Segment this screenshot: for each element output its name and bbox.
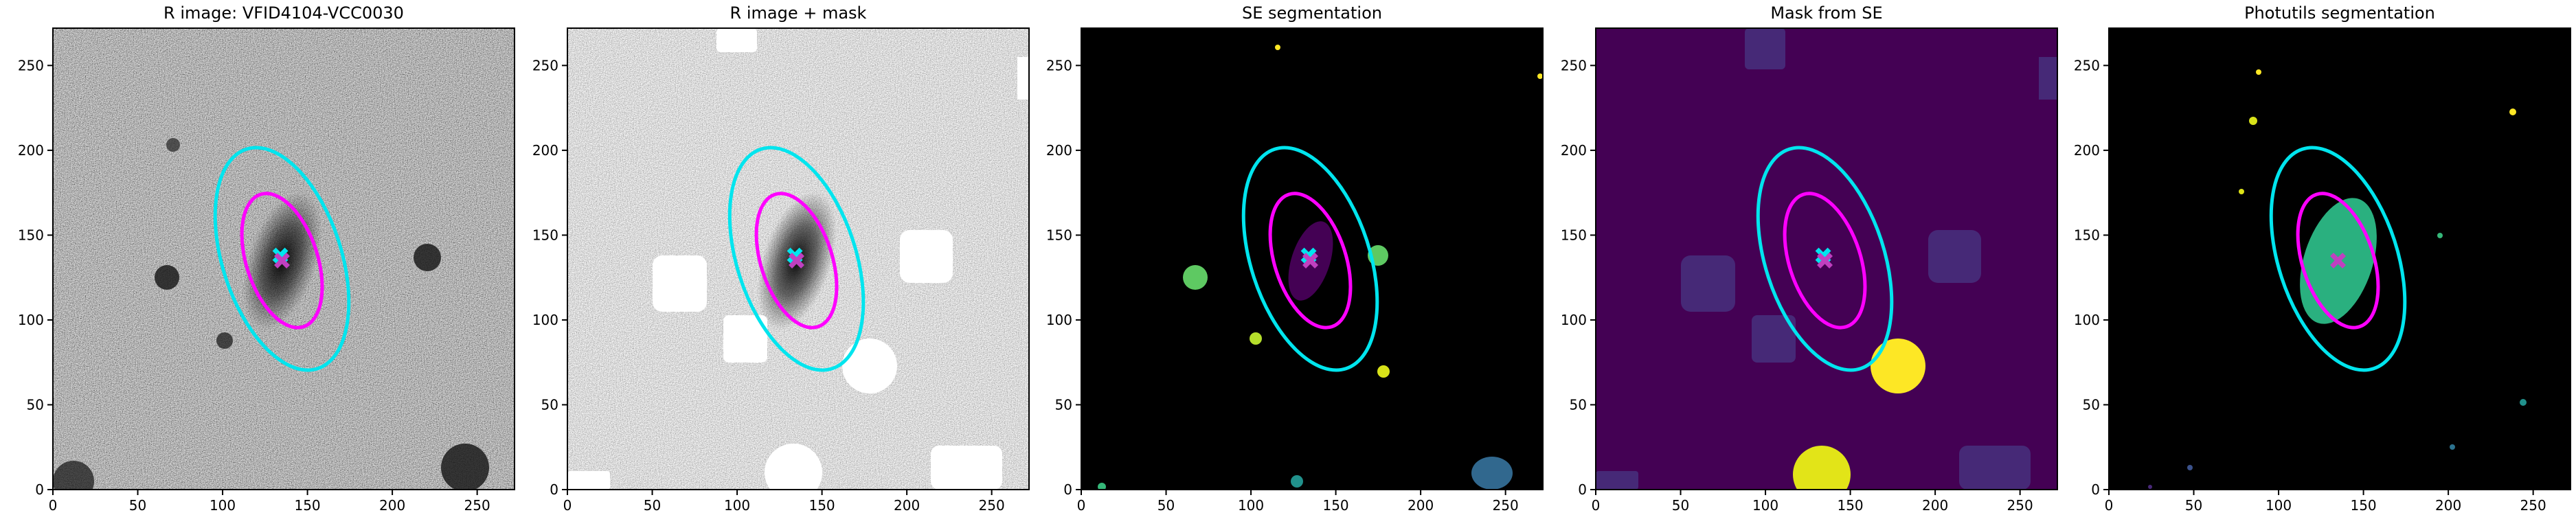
x-tick-label: 200 (1922, 497, 1948, 514)
axes-frame (2108, 27, 2571, 490)
x-tick-label: 250 (2520, 497, 2546, 514)
marker (274, 252, 291, 268)
y-tick-label: 100 (18, 312, 44, 328)
y-tick-label: 150 (2074, 227, 2100, 243)
y-tick-label: 250 (532, 57, 558, 73)
ellipse (754, 192, 839, 330)
panel-title: R image: VFID4104-VCC0030 (163, 3, 404, 23)
y-tick-label: 150 (18, 227, 44, 243)
x-tick-label: 250 (979, 497, 1005, 514)
x-tick-label: 0 (1592, 497, 1601, 514)
y-tick-label: 150 (1561, 227, 1587, 243)
panel-title: Mask from SE (1770, 3, 1882, 23)
image (567, 28, 1029, 490)
y-tick-label: 50 (1570, 396, 1587, 413)
y-tick-label: 0 (1578, 481, 1587, 498)
x-tick-label: 200 (379, 497, 405, 514)
x-tick-label: 150 (1837, 497, 1863, 514)
y-tick-label: 50 (27, 396, 44, 413)
y-tick-label: 100 (1561, 312, 1587, 328)
panel: 0 50 100 150 200 250 0 50 100 150 200 250 R image: V… (18, 3, 515, 514)
y-tick-label: 200 (2074, 142, 2100, 159)
x-tick-label: 100 (2266, 497, 2292, 514)
x-tick-label: 0 (1077, 497, 1086, 514)
x-tick-label: 100 (1752, 497, 1778, 514)
x-tick-label: 150 (2350, 497, 2376, 514)
ellipse (2269, 146, 2407, 372)
axes-frame (1595, 27, 2058, 490)
panel: 0 50 100 150 200 250 0 50 100 150 200 250 Photutils … (2074, 3, 2571, 514)
y-tick-label: 50 (1055, 396, 1072, 413)
panel-title: SE segmentation (1242, 3, 1382, 23)
x-tick-label: 200 (1408, 497, 1434, 514)
x-tick-label: 100 (724, 497, 750, 514)
x-tick-label: 150 (809, 497, 835, 514)
image (1596, 28, 2057, 490)
panel: 0 50 100 150 200 250 0 50 100 150 200 250 Mask from … (1561, 3, 2058, 514)
panel: 0 50 100 150 200 250 0 50 100 150 200 250 SE segment… (1046, 3, 1544, 514)
axes-frame (1081, 27, 1544, 490)
x-tick-label: 200 (894, 497, 920, 514)
y-tick-label: 50 (541, 396, 558, 413)
x-tick-label: 250 (464, 497, 490, 514)
ellipse (2296, 192, 2380, 330)
y-tick-label: 100 (532, 312, 558, 328)
y-tick-label: 250 (18, 57, 44, 73)
y-tick-label: 200 (532, 142, 558, 159)
panel: 0 50 100 150 200 250 0 50 100 150 200 250 R image + … (532, 3, 1030, 514)
x-tick-label: 0 (49, 497, 58, 514)
marker (2330, 252, 2347, 268)
y-tick-label: 0 (35, 481, 44, 498)
y-tick-label: 250 (1561, 57, 1587, 73)
axes-frame (52, 27, 515, 490)
y-tick-label: 150 (1046, 227, 1072, 243)
x-tick-label: 50 (644, 497, 661, 514)
image (2109, 28, 2571, 490)
y-tick-label: 0 (550, 481, 558, 498)
marker (1817, 252, 1833, 268)
y-tick-label: 0 (2091, 481, 2100, 498)
y-tick-label: 100 (2074, 312, 2100, 328)
y-tick-label: 200 (18, 142, 44, 159)
x-tick-label: 50 (1672, 497, 1689, 514)
ellipse (727, 146, 866, 372)
panel-title: R image + mask (730, 3, 867, 23)
marker (1302, 252, 1319, 268)
x-tick-label: 200 (2435, 497, 2461, 514)
ellipse (213, 146, 351, 372)
ellipse (1268, 192, 1353, 330)
image (1081, 28, 1543, 490)
x-tick-label: 100 (210, 497, 236, 514)
y-tick-label: 250 (1046, 57, 1072, 73)
y-tick-label: 50 (2083, 396, 2100, 413)
y-tick-label: 100 (1046, 312, 1072, 328)
y-tick-label: 200 (1561, 142, 1587, 159)
ellipse (1756, 146, 1894, 372)
x-tick-label: 250 (2007, 497, 2033, 514)
image (53, 28, 515, 490)
panel-title: Photutils segmentation (2244, 3, 2435, 23)
y-tick-label: 150 (532, 227, 558, 243)
y-tick-label: 250 (2074, 57, 2100, 73)
marker (789, 252, 805, 268)
x-tick-label: 50 (129, 497, 146, 514)
x-tick-label: 150 (1322, 497, 1348, 514)
x-tick-label: 150 (294, 497, 320, 514)
x-tick-label: 100 (1238, 497, 1264, 514)
y-tick-label: 0 (1063, 481, 1072, 498)
axes-frame (567, 27, 1030, 490)
ellipse (240, 192, 324, 330)
x-tick-label: 50 (2185, 497, 2202, 514)
x-tick-label: 250 (1493, 497, 1519, 514)
x-tick-label: 0 (563, 497, 572, 514)
x-tick-label: 50 (1157, 497, 1175, 514)
ellipse (1783, 192, 1867, 330)
x-tick-label: 0 (2105, 497, 2114, 514)
y-tick-label: 200 (1046, 142, 1072, 159)
ellipse (1241, 146, 1379, 372)
